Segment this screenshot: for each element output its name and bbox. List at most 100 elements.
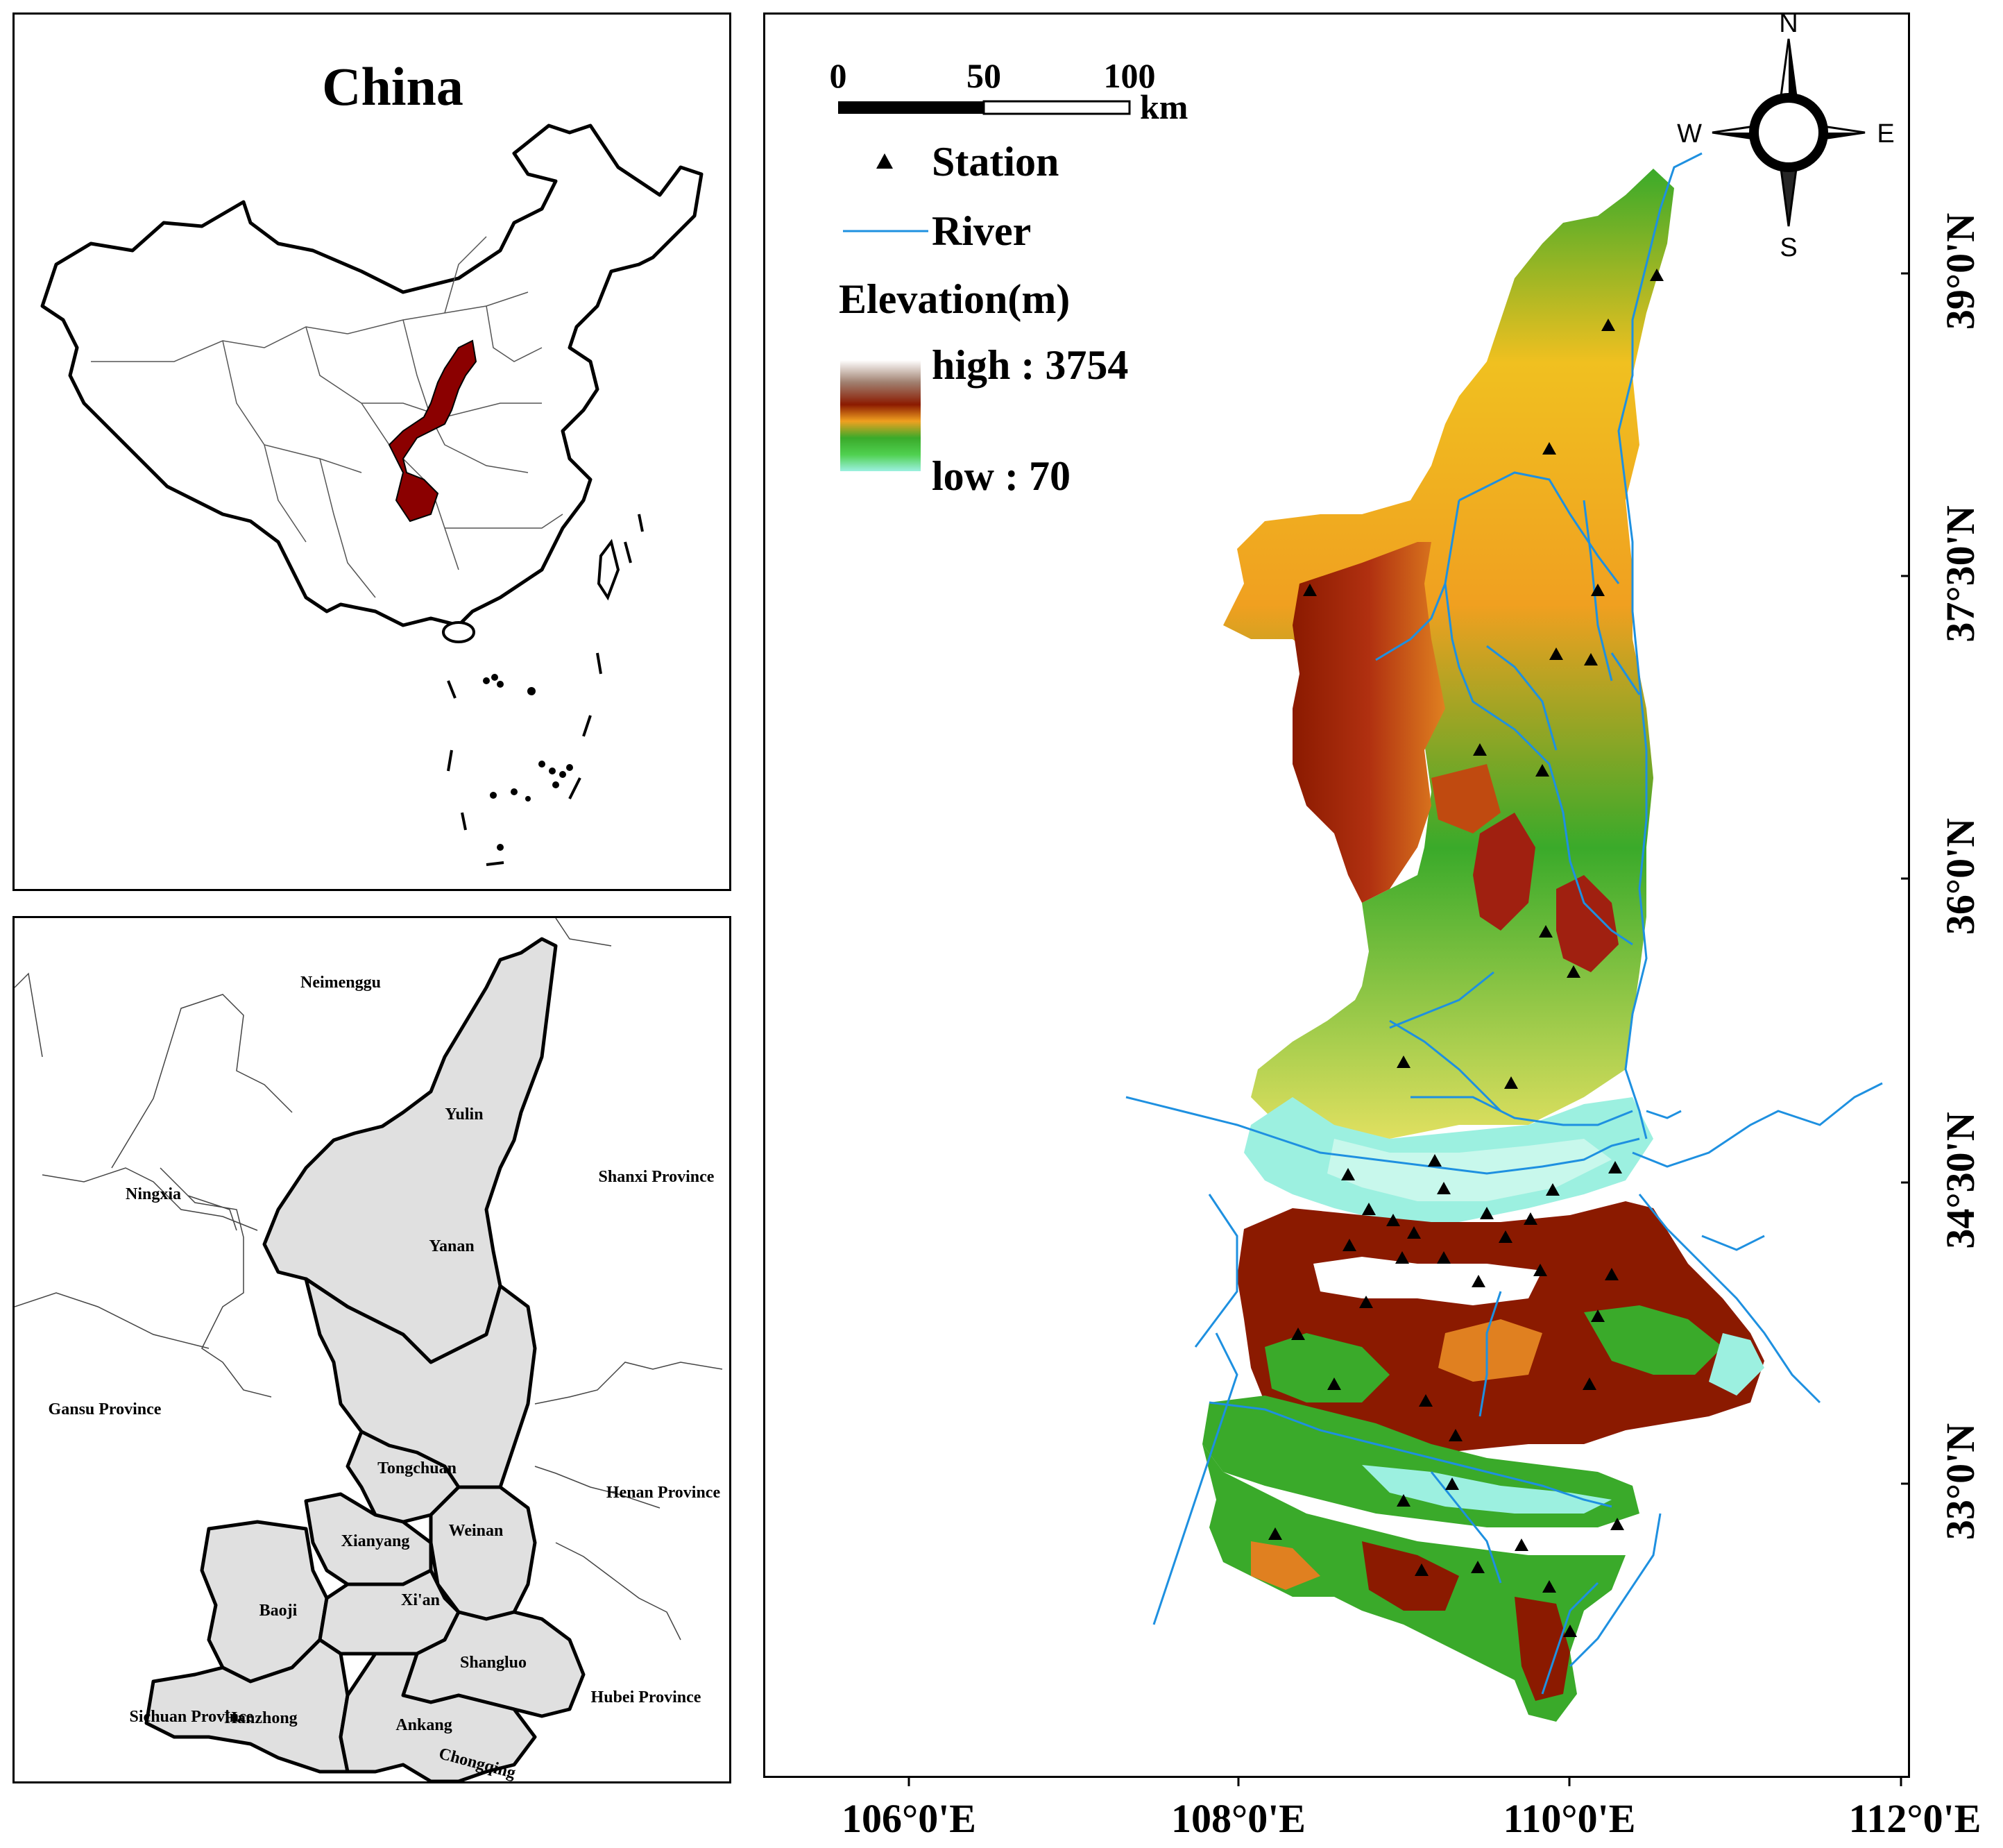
city-label-shangluo: Shangluo — [460, 1654, 527, 1672]
china-inset-panel: China — [12, 12, 731, 891]
station-marker[interactable] — [1480, 1207, 1494, 1219]
station-marker[interactable] — [1268, 1527, 1282, 1540]
lat-label-33: 33°0'N — [1938, 1423, 1983, 1540]
lon-tick-marks — [907, 1778, 1902, 1786]
station-marker[interactable] — [1499, 1230, 1512, 1243]
station-marker[interactable] — [1473, 743, 1487, 756]
city-label-tongchuan: Tongchuan — [377, 1459, 457, 1477]
lat-label-34-30: 34°30'N — [1938, 1112, 1983, 1248]
station-marker[interactable] — [1533, 1264, 1547, 1276]
compass-s: S — [1780, 233, 1797, 262]
station-marker[interactable] — [1397, 1494, 1410, 1507]
station-marker[interactable] — [1605, 1268, 1619, 1280]
city-region-yanan[interactable] — [304, 1277, 537, 1517]
station-marker[interactable] — [1445, 1477, 1459, 1490]
station-marker[interactable] — [1539, 925, 1553, 938]
shaanxi-province — [144, 937, 586, 1781]
city-label-hanzhong: Hanzhong — [224, 1709, 297, 1727]
station-marker[interactable] — [1584, 653, 1598, 666]
hainan-island — [442, 621, 475, 643]
lon-label-108: 108°0'E — [1171, 1796, 1306, 1841]
station-marker[interactable] — [1397, 1056, 1410, 1068]
latitude-axis: 39°0'N 37°30'N 36°0'N 34°30'N 33°0'N — [1938, 213, 1983, 1540]
shaanxi-highlight — [388, 339, 477, 523]
province-map: Yulin Yanan Tongchuan Weinan Xianyang Ba… — [15, 918, 723, 1781]
station-marker[interactable] — [1359, 1296, 1373, 1308]
station-marker[interactable] — [1415, 1563, 1429, 1576]
station-marker[interactable] — [1563, 1625, 1577, 1637]
station-marker[interactable] — [1591, 1309, 1605, 1322]
city-label-yanan: Yanan — [429, 1237, 474, 1255]
city-region-yulin[interactable] — [262, 937, 558, 1364]
scale-unit: km — [1140, 87, 1188, 126]
elevation-raster — [1202, 169, 1764, 1722]
station-marker[interactable] — [1341, 1168, 1355, 1180]
station-marker[interactable] — [1535, 764, 1549, 777]
station-marker[interactable] — [1549, 647, 1563, 660]
station-marker[interactable] — [1504, 1076, 1518, 1089]
city-label-baoji: Baoji — [259, 1602, 298, 1620]
station-marker[interactable] — [1608, 1161, 1622, 1173]
compass-n: N — [1779, 15, 1798, 38]
elevation-map: 0 50 100 km N S E W Station River — [830, 15, 1908, 1722]
city-label-yulin: Yulin — [445, 1105, 483, 1124]
station-marker[interactable] — [1583, 1377, 1596, 1390]
city-label-ankang: Ankang — [395, 1716, 452, 1734]
neighbor-label-gansu: Gansu Province — [49, 1400, 162, 1418]
station-marker[interactable] — [1601, 319, 1615, 331]
station-marker[interactable] — [1419, 1394, 1433, 1407]
station-marker[interactable] — [1395, 1251, 1409, 1264]
city-label-weinan: Weinan — [449, 1522, 504, 1540]
lon-label-112: 112°0'E — [1849, 1796, 1981, 1841]
legend: Station River Elevation(m) high : 3754 l… — [839, 139, 1128, 499]
south-sea-islands — [483, 674, 573, 851]
lat-label-36: 36°0'N — [1938, 818, 1983, 935]
compass-ring — [1749, 93, 1828, 172]
china-map: China — [40, 56, 704, 866]
lat-tick-marks — [1901, 272, 1908, 1485]
station-marker[interactable] — [1362, 1203, 1376, 1215]
station-marker[interactable] — [1567, 965, 1580, 978]
station-marker[interactable] — [1291, 1328, 1305, 1340]
neighbor-label-hubei: Hubei Province — [591, 1688, 701, 1706]
station-marker[interactable] — [1515, 1538, 1528, 1551]
station-marker[interactable] — [1437, 1251, 1451, 1264]
china-title: China — [322, 56, 463, 117]
station-marker[interactable] — [1610, 1518, 1624, 1530]
neighbor-label-shanxi: Shanxi Province — [599, 1168, 715, 1186]
city-label-xianyang: Xianyang — [341, 1532, 410, 1550]
station-marker[interactable] — [1428, 1154, 1442, 1167]
main-elevation-map-panel: 0 50 100 km N S E W Station River — [763, 12, 1910, 1778]
compass-w: W — [1677, 119, 1702, 149]
station-marker[interactable] — [1303, 584, 1317, 596]
station-marker[interactable] — [1449, 1429, 1463, 1441]
station-marker[interactable] — [1472, 1275, 1485, 1287]
scale-tick-0: 0 — [830, 56, 847, 95]
nine-dash-line — [447, 514, 644, 866]
station-marker[interactable] — [1650, 269, 1664, 281]
city-region-ankang[interactable] — [339, 1652, 537, 1781]
station-marker[interactable] — [1542, 1580, 1556, 1593]
scale-bar: 0 50 100 km — [830, 56, 1188, 126]
city-region-xian[interactable] — [318, 1568, 461, 1656]
scale-tick-50: 50 — [966, 56, 1001, 95]
station-marker[interactable] — [1591, 584, 1605, 596]
station-marker[interactable] — [1542, 442, 1556, 455]
legend-river-label: River — [932, 208, 1031, 254]
compass-e: E — [1877, 119, 1894, 149]
taiwan-island — [597, 539, 620, 601]
station-marker[interactable] — [1471, 1561, 1485, 1573]
lat-label-39: 39°0'N — [1938, 213, 1983, 330]
station-marker[interactable] — [1407, 1226, 1421, 1239]
station-marker[interactable] — [1437, 1182, 1451, 1194]
station-marker[interactable] — [1524, 1212, 1537, 1225]
legend-station-label: Station — [932, 139, 1059, 185]
lat-label-37-30: 37°30'N — [1938, 505, 1983, 642]
station-marker[interactable] — [1546, 1183, 1560, 1196]
station-marker[interactable] — [1386, 1214, 1400, 1226]
station-marker[interactable] — [1343, 1239, 1356, 1251]
neighbor-label-neimenggu: Neimenggu — [300, 974, 381, 992]
legend-elevation-low: low : 70 — [932, 453, 1071, 499]
station-marker[interactable] — [1327, 1377, 1341, 1390]
neighbor-borders — [15, 918, 723, 1772]
